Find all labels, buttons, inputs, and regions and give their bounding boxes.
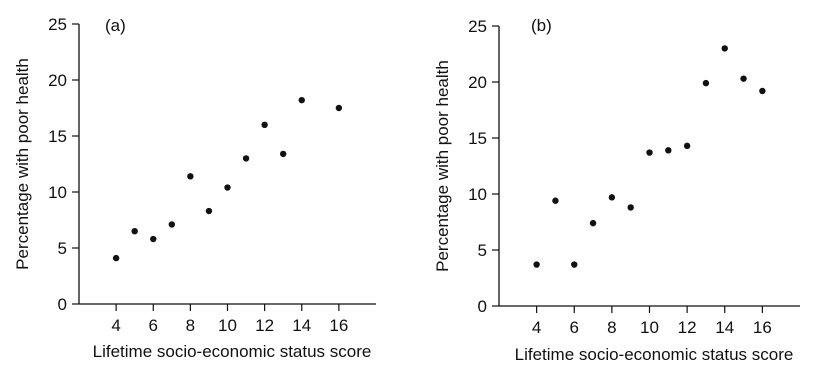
data-point xyxy=(298,96,305,104)
y-axis-title: Percentage with poor health xyxy=(13,58,32,270)
x-tick-label: 6 xyxy=(149,316,158,335)
x-axis-title: Lifetime socio-economic status score xyxy=(93,342,372,361)
x-tick-label: 16 xyxy=(753,318,772,337)
x-tick-label: 10 xyxy=(640,318,659,337)
data-point xyxy=(608,194,616,201)
data-point xyxy=(571,261,578,268)
y-tick-label: 15 xyxy=(468,129,487,148)
data-point xyxy=(131,228,138,235)
data-point xyxy=(335,104,343,112)
x-tick-label: 12 xyxy=(255,316,274,335)
x-tick-label: 14 xyxy=(292,316,311,335)
y-axis-title: Percentage with poor health xyxy=(433,60,452,272)
chart-panel-a: 0 5 10 15 20 25 4 6 8 10 12 14 16 (a) Lifetime socio-e… xyxy=(13,15,376,361)
data-point xyxy=(646,149,653,156)
data-point xyxy=(279,150,287,158)
y-tick-label: 15 xyxy=(48,127,67,146)
x-tick-label: 12 xyxy=(678,318,697,337)
x-tick-label: 4 xyxy=(532,318,541,337)
x-tick-label: 14 xyxy=(715,318,734,337)
chart-panel-b: 0 5 10 15 20 25 4 6 8 10 12 14 16 (b) Lifetime socio-e… xyxy=(433,16,800,364)
data-point xyxy=(242,155,250,162)
data-point xyxy=(205,207,213,215)
data-point xyxy=(683,142,691,150)
data-point xyxy=(168,221,176,228)
panel-label: (a) xyxy=(105,16,126,35)
data-point xyxy=(721,45,728,52)
x-tick-label: 8 xyxy=(607,318,616,337)
data-point xyxy=(759,87,766,95)
x-tick-label: 4 xyxy=(111,316,120,335)
data-point xyxy=(589,219,597,227)
data-point xyxy=(150,235,157,243)
x-tick-label: 8 xyxy=(186,316,195,335)
y-tick-label: 0 xyxy=(478,297,487,316)
data-point xyxy=(187,173,194,180)
x-tick-label: 10 xyxy=(218,316,237,335)
x-axis-title: Lifetime socio-economic status score xyxy=(515,345,794,364)
y-tick-label: 10 xyxy=(468,185,487,204)
data-point xyxy=(552,197,559,204)
data-point xyxy=(224,184,231,191)
data-point xyxy=(702,79,710,87)
data-point xyxy=(533,261,540,268)
y-tick-label: 20 xyxy=(468,73,487,92)
x-tick-label: 16 xyxy=(329,316,348,335)
y-tick-label: 5 xyxy=(478,241,487,260)
y-tick-label: 10 xyxy=(48,183,67,202)
y-tick-label: 5 xyxy=(58,239,67,258)
data-point xyxy=(261,121,268,128)
panel-label: (b) xyxy=(531,16,552,35)
data-point xyxy=(112,254,120,262)
y-tick-label: 20 xyxy=(48,71,67,90)
y-tick-label: 25 xyxy=(48,15,67,34)
y-tick-label: 0 xyxy=(58,295,67,314)
data-point xyxy=(627,204,634,211)
data-point xyxy=(665,147,672,154)
x-tick-label: 6 xyxy=(570,318,579,337)
y-tick-label: 25 xyxy=(468,17,487,36)
data-point xyxy=(740,75,747,82)
